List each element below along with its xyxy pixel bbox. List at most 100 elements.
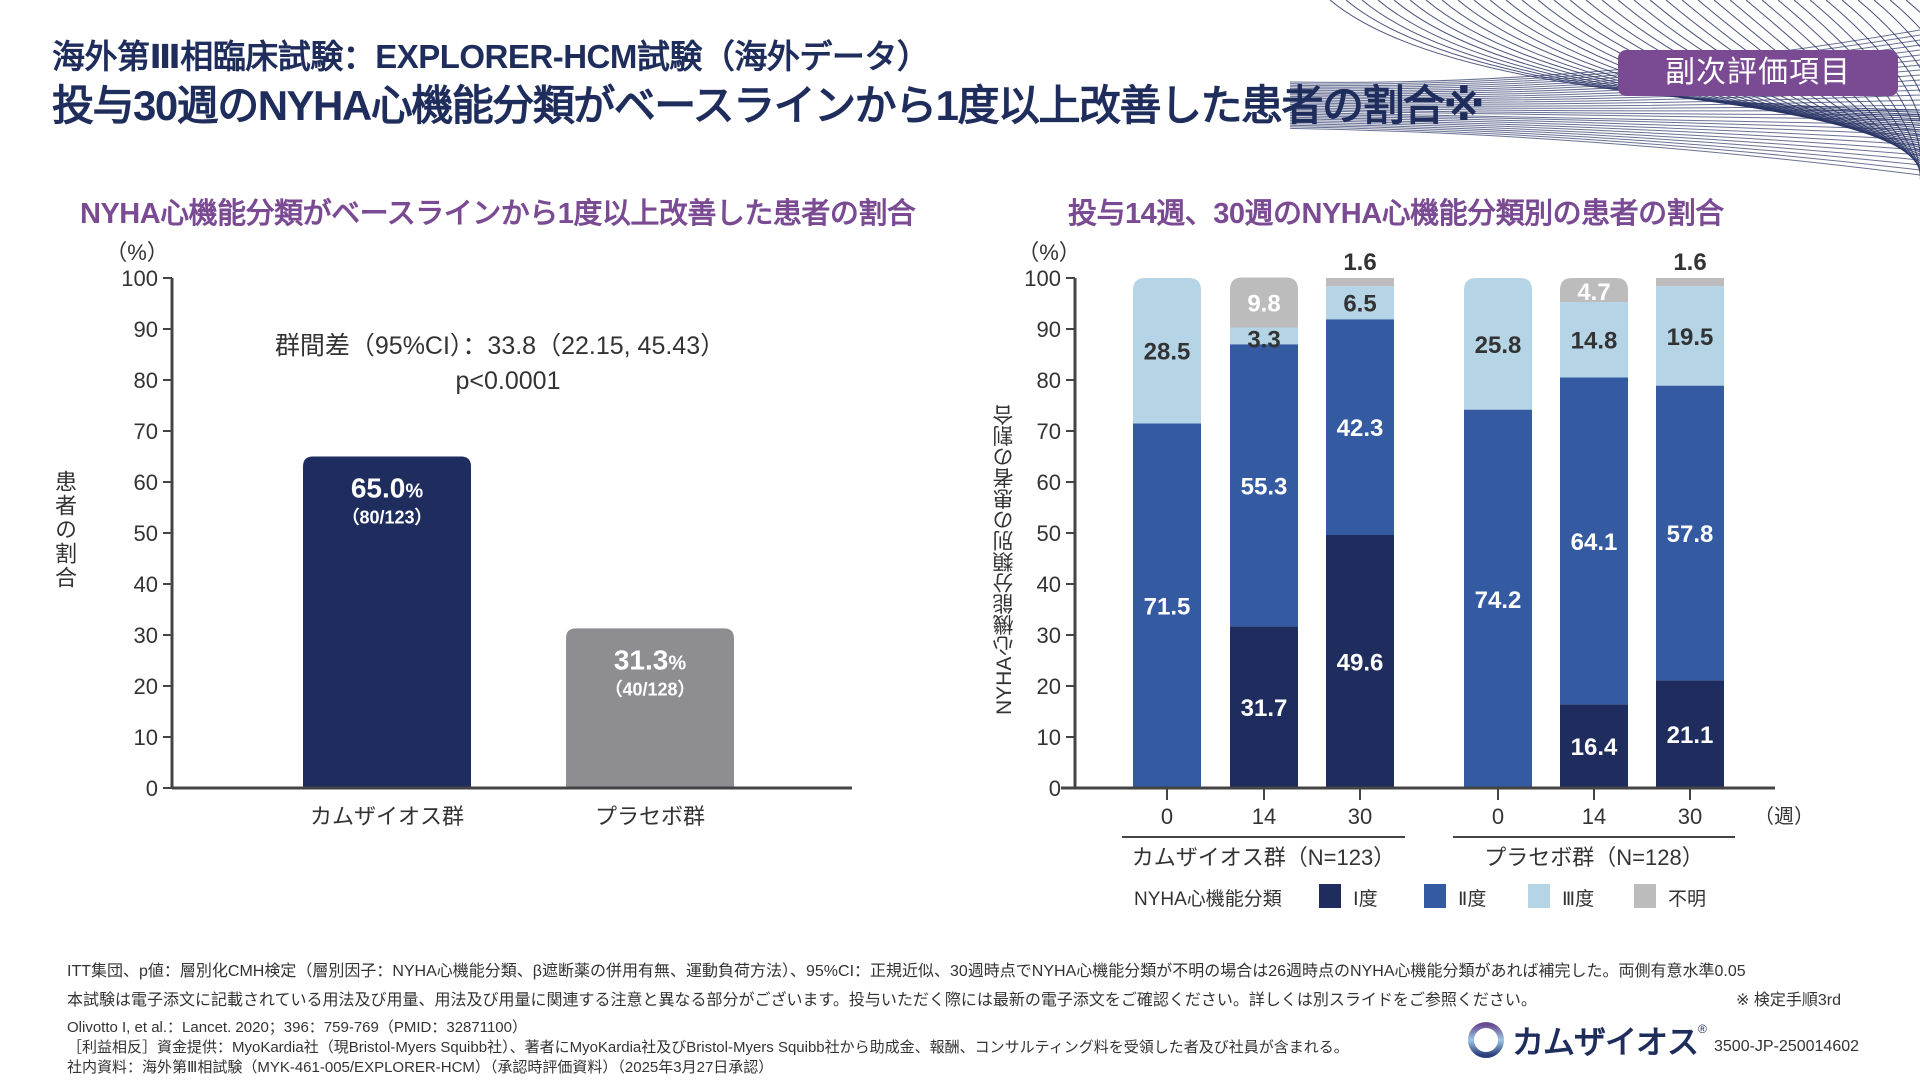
y-tick-label: 20 <box>1037 674 1061 699</box>
x-week-label: 0 <box>1492 804 1504 829</box>
segment-value-label: 21.1 <box>1667 722 1714 749</box>
legend-label: 不明 <box>1668 889 1706 910</box>
x-week-label: 14 <box>1582 804 1606 829</box>
segment-value-label: 6.5 <box>1343 291 1376 318</box>
decorative-line <box>1290 127 1920 176</box>
stacked-segment-2 <box>1560 377 1628 705</box>
y-tick-label: 100 <box>121 266 158 291</box>
segment-value-label: 49.6 <box>1337 650 1384 677</box>
y-tick-label: 50 <box>134 521 158 546</box>
internal-document-ref: 社内資料：海外第Ⅲ相試験（MYK-461-005/EXPLORER-HCM）（承… <box>67 1059 774 1076</box>
decorative-line <box>1290 110 1920 121</box>
decorative-line <box>1290 108 1920 116</box>
segment-value-label: 14.8 <box>1571 328 1618 355</box>
y-tick-label: 40 <box>1037 572 1061 597</box>
y-tick-label: 70 <box>134 419 158 444</box>
stacked-segment-3 <box>1464 278 1532 410</box>
decorative-line <box>1290 123 1920 161</box>
y-tick-label: 90 <box>1037 317 1061 342</box>
decorative-line <box>1809 0 1920 176</box>
decorative-line <box>1290 34 1920 85</box>
footnote-test-order: ※ 検定手順3rd <box>1736 992 1841 1009</box>
decorative-line <box>1290 113 1920 131</box>
decorative-line <box>1290 107 1920 112</box>
group-label: カムザイオス群（N=123） <box>1132 845 1395 870</box>
y-tick-label: 80 <box>134 368 158 393</box>
x-unit-label: （週） <box>1754 805 1814 828</box>
decorative-line <box>1290 94 1920 105</box>
decorative-line <box>1889 0 1920 30</box>
y-tick-label: 0 <box>146 776 158 801</box>
stacked-segment-1 <box>1560 704 1628 788</box>
decorative-line <box>1290 118 1920 146</box>
stacked-segment-2 <box>1464 409 1532 788</box>
y-tick-label: 60 <box>1037 470 1061 495</box>
stacked-segment-2 <box>1230 344 1298 627</box>
right-chart-title: 投与14週、30週のNYHA心機能分類別の患者の割合 <box>1068 198 1724 230</box>
group-label: プラセボ群（N=128） <box>1484 845 1703 870</box>
stacked-segment-1 <box>1326 535 1394 788</box>
p-value-annotation: p<0.0001 <box>456 367 561 395</box>
stacked-segment-2 <box>1133 423 1201 788</box>
decorative-line <box>1290 116 1920 141</box>
document-code: 3500-JP-250014602 <box>1714 1038 1860 1055</box>
segment-value-label: 28.5 <box>1144 339 1191 366</box>
reference-citation: Olivotto I, et al.：Lancet. 2020；396：759-… <box>67 1019 527 1036</box>
segment-value-label: 1.6 <box>1343 249 1376 276</box>
left-bar-chart: （%） 0 10 20 30 40 50 60 70 80 90 100 65.0% （80/123）… <box>105 240 852 829</box>
slide-subtitle: 海外第Ⅲ相臨床試験：EXPLORER-HCM試験（海外データ） <box>52 38 930 75</box>
decorative-line <box>1841 0 1920 180</box>
y-tick-label: 20 <box>134 674 158 699</box>
segment-value-label: 55.3 <box>1241 473 1288 500</box>
stacked-segment-1 <box>1230 626 1298 788</box>
x-category-label: カムザイオス群 <box>310 804 464 829</box>
segment-value-label: 25.8 <box>1475 332 1522 359</box>
legend-swatch <box>1319 884 1341 908</box>
stacked-segment-4 <box>1560 278 1628 302</box>
footnote-caution: 本試験は電子添文に記載されている用法及び用量、用法及び用量に関連する注意と異なる… <box>67 992 1537 1009</box>
stacked-segment-3 <box>1133 278 1201 424</box>
bar <box>566 628 734 788</box>
y-tick-label: 100 <box>1024 266 1061 291</box>
decorative-line <box>1290 126 1920 171</box>
footnote-methods: ITT集団、p値：層別化CMH検定（層別因子：NYHA心機能分類、β遮断薬の併用… <box>67 963 1746 980</box>
segment-value-label: 19.5 <box>1667 324 1714 351</box>
bar-count-label: （40/128） <box>604 679 695 699</box>
segment-value-label: 42.3 <box>1337 415 1384 442</box>
y-unit-label: （%） <box>105 240 169 265</box>
decorative-line <box>1290 104 1920 109</box>
y-tick-label: 0 <box>1049 776 1061 801</box>
decorative-line <box>1290 99 1920 107</box>
x-week-label: 30 <box>1678 804 1702 829</box>
segment-value-label: 71.5 <box>1144 594 1191 621</box>
legend-label: Ⅱ度 <box>1458 888 1486 910</box>
registered-mark: ® <box>1698 1022 1707 1036</box>
segment-value-label: 57.8 <box>1667 521 1714 548</box>
decorative-line <box>1857 0 1920 69</box>
y-tick-label: 50 <box>1037 521 1061 546</box>
stacked-segment-4 <box>1656 278 1724 287</box>
y-tick-label: 40 <box>134 572 158 597</box>
x-week-label: 0 <box>1161 804 1173 829</box>
legend-title: NYHA心機能分類 <box>1134 888 1282 910</box>
decorative-line <box>1290 119 1920 151</box>
segment-value-label: 3.3 <box>1247 326 1280 353</box>
decorative-line <box>1290 124 1920 166</box>
group-difference-annotation: 群間差（95%CI）：33.8（22.15, 45.43） <box>275 332 725 360</box>
y-axis-title: NYHA心機能分類別の患者の割合 <box>993 404 1016 715</box>
stacked-segment-4 <box>1326 278 1394 287</box>
decorative-line <box>1290 121 1920 156</box>
legend-swatch <box>1528 884 1550 908</box>
legend-label: Ⅲ度 <box>1562 888 1594 910</box>
stacked-segment-3 <box>1326 286 1394 320</box>
stacked-segment-3 <box>1560 301 1628 378</box>
decorative-line <box>1290 111 1920 126</box>
legend-label: Ⅰ度 <box>1353 888 1378 910</box>
bar-value-label: 65.0% <box>351 473 424 504</box>
legend-swatch <box>1424 884 1446 908</box>
right-stacked-bar-chart: （%） 0 10 20 30 40 50 60 70 80 90 100 71.5 28.5 31.7 5… <box>1017 240 1814 910</box>
segment-value-label: 1.6 <box>1673 249 1706 276</box>
decorative-line <box>1409 0 1920 122</box>
y-tick-label: 30 <box>1037 623 1061 648</box>
brand-logo: カムザイオス ® <box>1466 1018 1707 1062</box>
